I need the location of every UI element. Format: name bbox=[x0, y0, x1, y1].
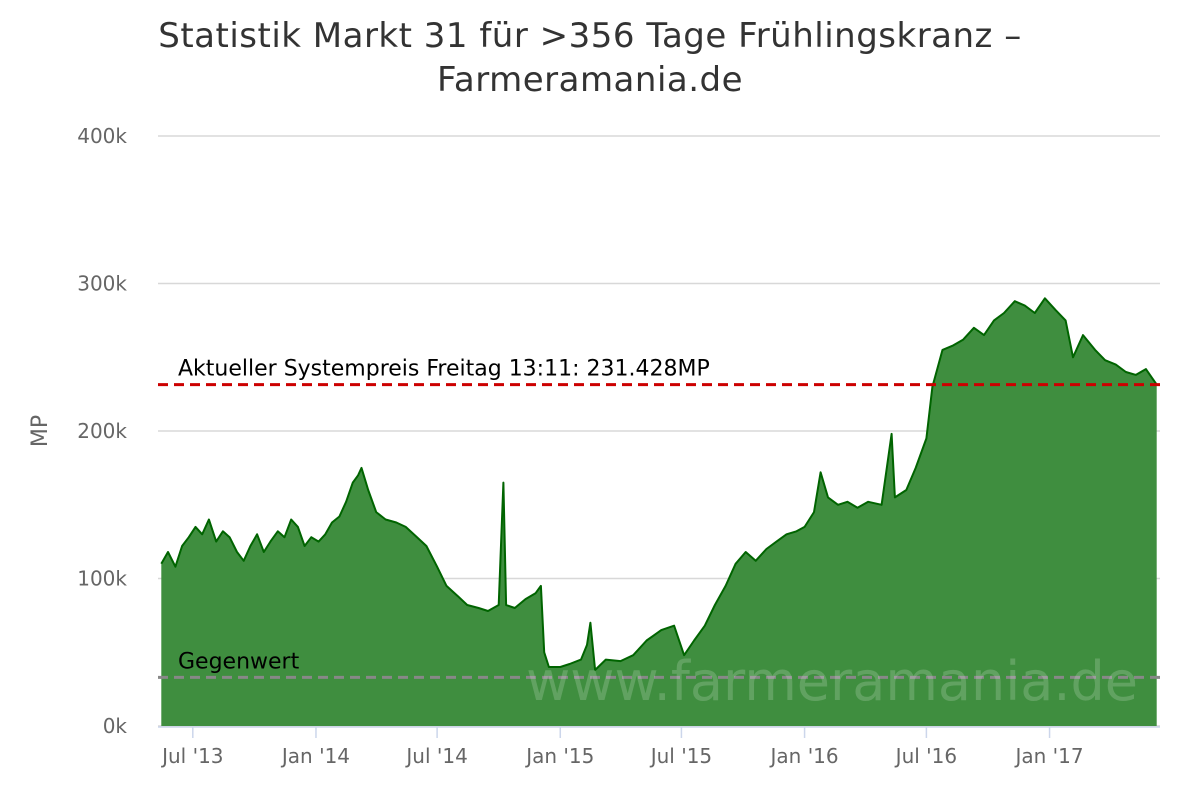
x-tick-label: Jan '17 bbox=[1013, 744, 1083, 768]
series-area bbox=[161, 298, 1157, 726]
y-tick-label: 0k bbox=[103, 714, 128, 738]
x-tick-label: Jul '16 bbox=[894, 744, 957, 768]
chart-title-line-2: Farmeramania.de bbox=[436, 60, 744, 100]
y-tick-label: 100k bbox=[77, 567, 127, 591]
chart-title-line-1: Statistik Markt 31 für >356 Tage Frühlin… bbox=[158, 16, 1022, 56]
y-axis-label: MP bbox=[28, 415, 53, 447]
watermark: www.farmeramania.de bbox=[526, 650, 1138, 713]
plot-lines: Aktueller Systempreis Freitag 13:11: 231… bbox=[158, 357, 1160, 679]
x-tick-label: Jul '14 bbox=[404, 744, 467, 768]
series-line bbox=[160, 297, 1158, 671]
x-tick-label: Jul '13 bbox=[160, 744, 223, 768]
y-axis-ticks: 0k 100k 200k 300k 400k bbox=[77, 124, 127, 738]
x-tick-label: Jul '15 bbox=[649, 744, 712, 768]
y-tick-label: 400k bbox=[77, 124, 127, 148]
x-axis: Jul '13 Jan '14 Jul '14 Jan '15 Jul '15 Jan '… bbox=[158, 726, 1160, 768]
y-tick-label: 200k bbox=[77, 419, 127, 443]
chart-title: Statistik Markt 31 für >356 Tage Frühlin… bbox=[0, 14, 1180, 102]
plot-line-label: Aktueller Systempreis Freitag 13:11: 231… bbox=[178, 357, 710, 382]
x-tick-label: Jan '16 bbox=[769, 744, 839, 768]
x-tick-label: Jan '15 bbox=[524, 744, 594, 768]
y-tick-label: 300k bbox=[77, 272, 127, 296]
series-group bbox=[160, 297, 1158, 726]
x-tick-label: Jan '14 bbox=[280, 744, 350, 768]
plot-line-label: Gegenwert bbox=[178, 649, 300, 674]
